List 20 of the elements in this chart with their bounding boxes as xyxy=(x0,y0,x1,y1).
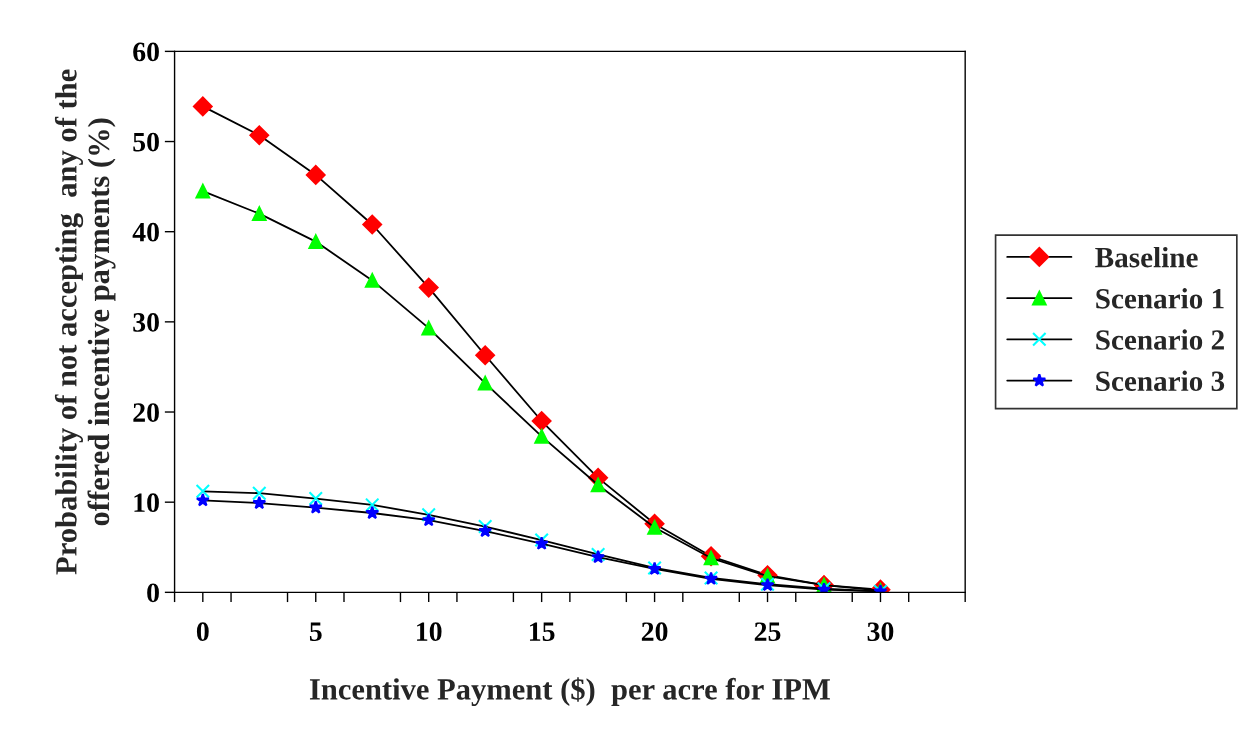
legend-label: Scenario 3 xyxy=(1096,370,1225,392)
x-tick-label: 15 xyxy=(529,622,555,642)
legend-label: Scenario 1 xyxy=(1096,288,1224,309)
x-tick-label: 20 xyxy=(641,622,668,642)
x-tick-label: 5 xyxy=(309,622,322,642)
legend-label: Scenario 2 xyxy=(1096,329,1224,350)
x-tick-label: 10 xyxy=(417,622,442,642)
y-tick-label: 20 xyxy=(133,403,159,422)
y-tick-label: 0 xyxy=(147,583,159,603)
x-tick-label: 0 xyxy=(196,622,209,642)
y-axis-title: Probability of not accepting any of the offered incentive payments (%) xyxy=(54,69,116,575)
x-tick-label: 25 xyxy=(754,622,781,642)
y-tick-label: 60 xyxy=(133,42,159,62)
x-tick-label: 30 xyxy=(867,622,894,642)
y-tick-label: 30 xyxy=(133,313,159,332)
legend-label: Baseline xyxy=(1095,246,1198,268)
x-axis-title: Incentive Payment ($) per acre for IPM xyxy=(309,677,830,706)
y-tick-label: 50 xyxy=(133,132,159,152)
y-tick-label: 40 xyxy=(132,222,159,242)
y-tick-label: 10 xyxy=(134,493,159,513)
